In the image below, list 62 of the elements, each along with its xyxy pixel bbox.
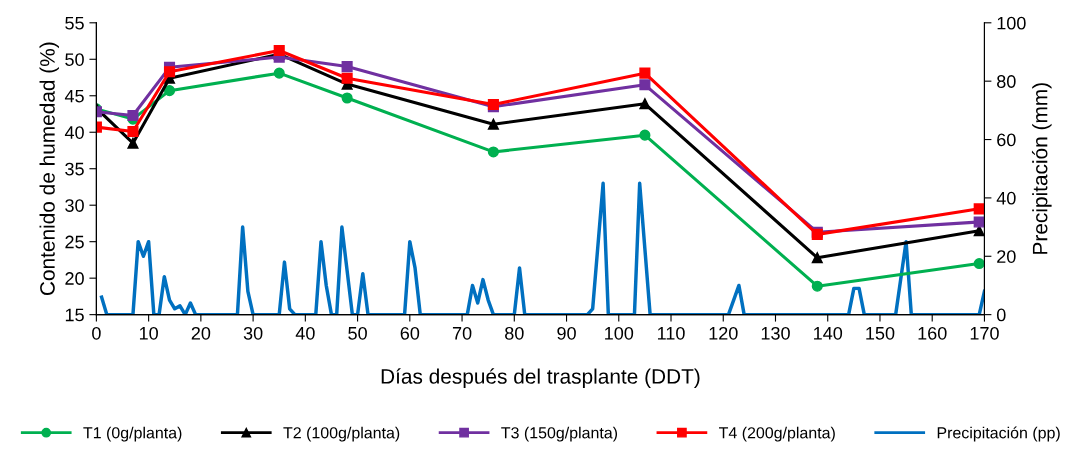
point (639, 129, 651, 141)
y2-tick-label: 100 (997, 16, 1026, 30)
y-tick-label: 55 (65, 16, 84, 30)
x-tick-label: 160 (918, 326, 947, 340)
legend-label: T4 (200g/planta) (719, 426, 835, 442)
y-tick-label: 30 (65, 199, 84, 212)
x-tick-label: 90 (557, 326, 576, 340)
y2-tick-label: 20 (997, 250, 1016, 263)
y2-tick-label: 40 (996, 191, 1016, 205)
x-tick-label: 170 (970, 326, 999, 340)
point (973, 203, 985, 215)
x-tick-label: 30 (243, 326, 263, 340)
x-tick-label: 130 (761, 326, 790, 340)
y2-tick-label: 60 (997, 133, 1016, 147)
point (163, 66, 176, 78)
y-axis-title: Contenido de humedad (%) (39, 42, 59, 296)
x-tick-label: 20 (191, 326, 211, 340)
legend-label: T1 (0g/planta) (83, 426, 182, 442)
point (341, 61, 353, 73)
legend-label: T3 (150g/planta) (501, 426, 618, 442)
legend-label: Precipitación (pp) (937, 426, 1060, 442)
point (487, 146, 499, 158)
y2-tick-label: 80 (997, 75, 1016, 88)
point (341, 92, 353, 104)
y2-axis-title: Precipitación (mm) (1031, 83, 1052, 254)
point (639, 79, 651, 91)
point (487, 118, 499, 130)
x-tick-label: 80 (505, 326, 524, 340)
x-tick-label: 60 (400, 326, 420, 340)
point (163, 85, 176, 97)
point (341, 72, 353, 84)
x-tick-label: 0 (92, 326, 101, 340)
x-tick-label: 150 (866, 326, 895, 340)
x-axis-title: Días después del trasplante (DDT) (381, 368, 700, 388)
x-tick-label: 100 (605, 326, 634, 340)
x-tick-label: 50 (348, 326, 367, 340)
x-tick-label: 110 (658, 326, 685, 340)
point (127, 137, 139, 149)
point (811, 280, 823, 292)
y-tick-label: 40 (64, 126, 84, 139)
y-tick-label: 35 (65, 162, 84, 176)
y-tick-label: 20 (65, 272, 84, 285)
point (973, 258, 985, 270)
y-tick-label: 15 (65, 308, 84, 322)
y-tick-label: 25 (65, 235, 84, 249)
point (127, 109, 139, 122)
y-tick-label: 45 (64, 89, 84, 103)
x-tick-label: 140 (814, 326, 843, 340)
y-tick-label: 50 (65, 53, 84, 66)
point (973, 216, 985, 228)
x-tick-label: 70 (452, 326, 472, 340)
x-tick-label: 40 (295, 326, 315, 340)
line-series (99, 181, 985, 315)
point (127, 125, 139, 138)
point (639, 67, 651, 79)
point (811, 252, 823, 264)
x-tick-label: 120 (709, 326, 738, 340)
legend-label: T2 (100g/planta) (283, 426, 400, 442)
y2-tick-label: 0 (996, 308, 1006, 322)
point (273, 67, 285, 79)
x-tick-label: 10 (139, 326, 158, 340)
point (639, 98, 651, 110)
